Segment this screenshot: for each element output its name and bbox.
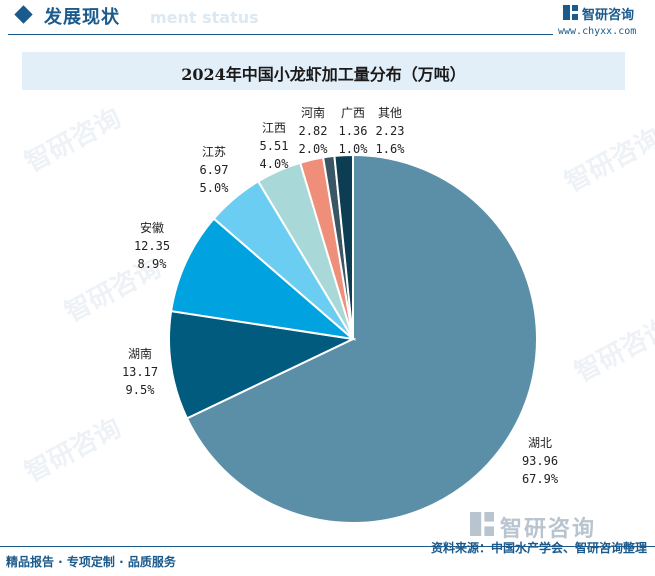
slice-label-7: 其他 [378,106,402,120]
footer-divider [0,546,655,547]
slice-label-0: 湖北 [528,435,552,450]
footer-slogan: 精品报告 · 专项定制 · 品质服务 [6,555,176,569]
pie-slice-7 [333,153,354,340]
pie-slice-2 [169,217,357,341]
slice-label-5: 河南 [301,105,325,120]
slice-value-6: 1.36 [339,124,368,138]
header-divider [8,34,553,35]
brand-name: 智研咨询 [582,8,635,23]
logo-text: 智研咨询 [500,517,597,542]
slice-value-5: 2.82 [299,124,328,138]
bottom-logo: 智研咨询 [470,511,645,542]
slice-label-4: 江西 [262,121,286,135]
pie-slice-1 [168,309,357,420]
brand-logo-icon [563,5,578,20]
slice-value-1: 13.17 [122,365,158,379]
slice-percent-2: 8.9% [138,257,168,271]
logo-icon [470,512,494,536]
data-source: 资料来源：中国水产学会、智研咨询整理 [430,541,647,555]
slice-value-2: 12.35 [134,239,170,253]
pie-slice-0 [185,153,538,524]
page-header: 发展现状 ment status 智研咨询 www.chyxx.com [0,0,655,44]
slice-value-7: 2.23 [376,124,405,138]
slice-percent-5: 2.0% [299,142,329,156]
slice-percent-4: 4.0% [260,157,290,171]
slice-value-3: 6.97 [200,163,229,177]
slice-percent-6: 1.0% [339,142,369,156]
slice-label-1: 湖南 [128,346,152,361]
slice-percent-0: 67.9% [522,472,559,486]
slice-value-4: 5.51 [260,139,289,153]
slice-label-6: 广西 [341,106,365,120]
brand-url: www.chyxx.com [558,26,637,37]
section-title: 发展现状 [44,7,120,28]
slice-percent-3: 5.0% [200,181,230,195]
chart-title-bar: 2024年中国小龙虾加工量分布（万吨） [22,52,625,90]
slice-percent-7: 1.6% [376,142,406,156]
section-subtitle-ghost: ment status [150,8,259,27]
slice-percent-1: 9.5% [126,383,156,397]
slice-label-2: 安徽 [140,220,164,235]
slice-value-0: 93.96 [522,454,558,468]
chart-title: 2024年中国小龙虾加工量分布（万吨） [181,65,466,84]
slice-label-3: 江苏 [202,145,226,159]
